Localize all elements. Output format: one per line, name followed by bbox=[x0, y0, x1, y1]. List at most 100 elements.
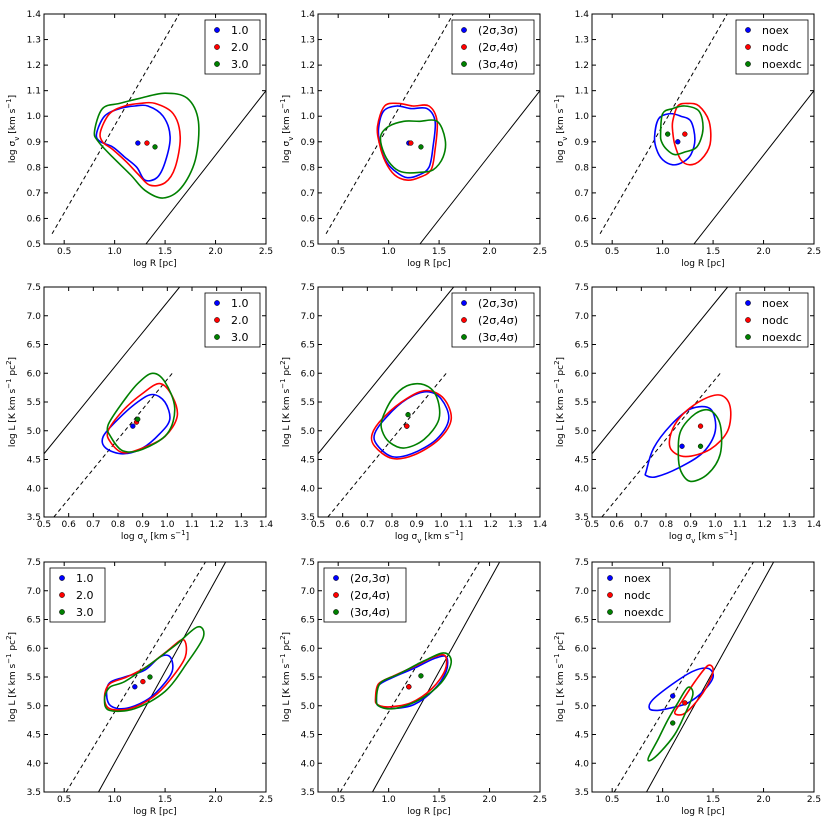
x-tick-label: 1.4 bbox=[259, 520, 274, 530]
y-tick-label: 7.0 bbox=[27, 587, 42, 597]
y-tick-label: 3.5 bbox=[575, 788, 589, 798]
y-tick-label: 0.9 bbox=[575, 138, 590, 148]
chart-panel: 0.5 0.6 0.7 0.8 0.9 1.0 1.1 1.2 1.3 1.4 3.5 4.0 4.5 5… bbox=[5, 283, 273, 545]
contour-2.0 bbox=[106, 382, 179, 454]
solid-reference-line bbox=[98, 562, 227, 792]
y-axis-label: log L [K km s−1 pc2] bbox=[279, 357, 292, 447]
y-tick-label: 4.0 bbox=[301, 759, 316, 769]
y-tick-label: 0.7 bbox=[27, 189, 41, 199]
x-tick-label: 1.5 bbox=[706, 247, 720, 257]
x-tick-label: 2.0 bbox=[208, 795, 223, 805]
y-tick-label: 0.5 bbox=[27, 240, 41, 250]
contour-noexdc bbox=[677, 408, 723, 483]
y-tick-label: 0.7 bbox=[575, 189, 589, 199]
legend-label: nodc bbox=[624, 589, 651, 602]
y-tick-label: 5.0 bbox=[301, 702, 316, 712]
x-tick-label: 0.5 bbox=[585, 520, 599, 530]
contour-noex bbox=[644, 405, 717, 479]
legend: 1.0 2.0 3.0 bbox=[204, 19, 261, 75]
x-tick-label: 2.5 bbox=[533, 795, 547, 805]
legend-label: noexdc bbox=[624, 606, 664, 619]
legend-marker bbox=[214, 334, 220, 340]
median-point-nodc bbox=[682, 700, 688, 706]
y-tick-label: 4.0 bbox=[575, 759, 590, 769]
x-tick-label: 1.5 bbox=[432, 247, 446, 257]
y-tick-label: 7.5 bbox=[575, 283, 589, 293]
y-axis-label: log L [K km s−1 pc2] bbox=[553, 357, 566, 447]
y-tick-label: 1.3 bbox=[575, 36, 589, 46]
median-point-(2σ,4σ) bbox=[404, 423, 410, 429]
dashed-reference-line bbox=[51, 14, 180, 235]
y-tick-label: 4.0 bbox=[301, 484, 316, 494]
y-tick-label: 0.5 bbox=[301, 240, 315, 250]
y-axis-label: log σv [km s−1] bbox=[5, 95, 21, 163]
chart-panel: 0.5 1.0 1.5 2.0 2.5 3.5 4.0 4.5 5.0 5.5 6.0 6.5 7.0 7… bbox=[5, 558, 273, 817]
contour-(3σ,4σ) bbox=[380, 382, 441, 449]
y-tick-label: 5.0 bbox=[301, 427, 316, 437]
x-tick-label: 2.0 bbox=[208, 247, 223, 257]
y-tick-label: 0.6 bbox=[575, 214, 590, 224]
x-tick-label: 0.5 bbox=[57, 795, 71, 805]
legend-label: (3σ,4σ) bbox=[478, 331, 518, 344]
x-tick-label: 0.9 bbox=[684, 520, 699, 530]
y-tick-label: 1.1 bbox=[301, 87, 315, 97]
legend: noex nodc noexdc bbox=[735, 19, 809, 75]
contour-3.0 bbox=[93, 92, 200, 199]
median-point-(3σ,4σ) bbox=[405, 412, 411, 418]
x-axis-label: log R [pc] bbox=[407, 259, 450, 269]
y-tick-label: 5.5 bbox=[575, 398, 589, 408]
median-point-1.0 bbox=[132, 684, 138, 690]
legend-marker bbox=[461, 61, 467, 67]
legend-marker bbox=[333, 609, 339, 615]
legend-label: (3σ,4σ) bbox=[478, 58, 518, 71]
contour-noexdc bbox=[647, 686, 694, 762]
median-point-3.0 bbox=[152, 144, 158, 150]
y-tick-label: 3.5 bbox=[301, 513, 315, 523]
legend-marker bbox=[461, 27, 467, 33]
y-axis-label: log L [K km s−1 pc2] bbox=[5, 357, 18, 447]
contour-noex bbox=[648, 667, 715, 712]
legend-label: noex bbox=[762, 297, 789, 310]
y-tick-label: 5.5 bbox=[575, 673, 589, 683]
y-tick-label: 1.4 bbox=[301, 10, 316, 20]
x-tick-label: 1.0 bbox=[160, 520, 175, 530]
legend-marker bbox=[214, 27, 220, 33]
y-tick-label: 4.5 bbox=[301, 731, 315, 741]
x-tick-label: 1.0 bbox=[655, 247, 670, 257]
y-axis-label: log L [K km s−1 pc2] bbox=[5, 632, 18, 722]
x-tick-label: 1.0 bbox=[708, 520, 723, 530]
x-tick-label: 1.0 bbox=[381, 795, 396, 805]
y-tick-label: 0.7 bbox=[301, 189, 315, 199]
y-tick-label: 6.0 bbox=[301, 369, 316, 379]
y-tick-label: 4.5 bbox=[27, 456, 41, 466]
dashed-reference-line bbox=[339, 562, 480, 792]
x-tick-label: 0.8 bbox=[111, 520, 126, 530]
x-axis-label: log R [pc] bbox=[133, 259, 176, 269]
y-tick-label: 6.5 bbox=[575, 341, 589, 351]
y-tick-label: 0.8 bbox=[575, 163, 590, 173]
x-tick-label: 0.5 bbox=[37, 520, 51, 530]
legend-label: nodc bbox=[762, 41, 789, 54]
x-tick-label: 2.5 bbox=[533, 247, 547, 257]
y-tick-label: 5.0 bbox=[575, 427, 590, 437]
y-tick-label: 5.5 bbox=[301, 398, 315, 408]
x-tick-label: 1.3 bbox=[782, 520, 796, 530]
x-tick-label: 2.5 bbox=[807, 247, 821, 257]
x-tick-label: 0.5 bbox=[57, 247, 71, 257]
x-axis-label: log R [pc] bbox=[681, 807, 724, 817]
legend-label: (2σ,4σ) bbox=[350, 589, 390, 602]
y-tick-label: 7.5 bbox=[27, 283, 41, 293]
x-tick-label: 1.5 bbox=[706, 795, 720, 805]
x-tick-label: 1.5 bbox=[158, 795, 172, 805]
median-point-(3σ,4σ) bbox=[418, 144, 424, 150]
y-tick-label: 7.0 bbox=[575, 587, 590, 597]
legend-label: noex bbox=[624, 572, 651, 585]
legend-label: noexdc bbox=[762, 58, 802, 71]
solid-reference-line bbox=[592, 287, 729, 455]
y-tick-label: 6.0 bbox=[27, 644, 42, 654]
legend-label: 2.0 bbox=[76, 589, 94, 602]
y-tick-label: 0.9 bbox=[301, 138, 316, 148]
legend: noex nodc noexdc bbox=[597, 567, 671, 623]
dashed-reference-line bbox=[599, 14, 728, 235]
y-tick-label: 3.5 bbox=[575, 513, 589, 523]
